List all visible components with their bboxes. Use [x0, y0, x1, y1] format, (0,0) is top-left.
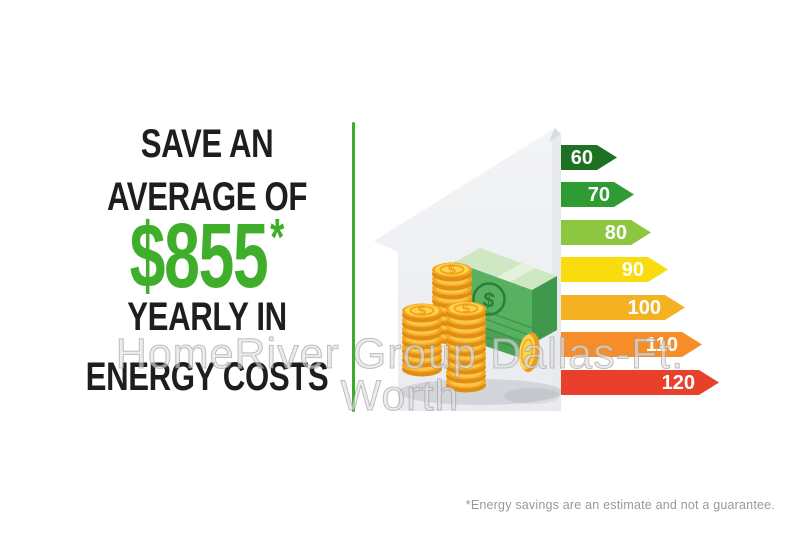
scale-arrow-70: 70 — [545, 182, 634, 207]
money-shadow — [398, 379, 562, 405]
scale-arrow-60: 60 — [545, 145, 617, 170]
scale-arrow-60-label: 60 — [571, 147, 593, 169]
scale-arrow-80-shape — [545, 220, 651, 245]
scale-arrow-100-shape — [545, 295, 685, 320]
scale-arrow-110-shape — [545, 332, 702, 357]
cash-dollar-ring — [472, 282, 506, 316]
scale-arrow-70-label: 70 — [588, 184, 610, 206]
house-right-edge — [552, 131, 561, 411]
cash-stack: $ — [446, 248, 557, 363]
savings-amount-asterisk: * — [270, 209, 285, 267]
coin-dollar-icon: $ — [447, 261, 458, 277]
coin-dollar-icon: $ — [461, 300, 472, 316]
cash-side-face — [532, 276, 557, 344]
scale-arrow-110: 110 — [545, 332, 702, 357]
coin-stack-back: $ — [431, 261, 473, 345]
cash-top-face — [455, 248, 557, 290]
divider-line — [352, 122, 355, 412]
energy-scale: 60 70 80 90 100 110 — [545, 145, 719, 395]
savings-amount-value: $855 — [129, 205, 269, 307]
headline-line4: ENERGY COSTS — [85, 355, 329, 399]
house-peak-bevel — [549, 128, 561, 142]
scale-arrow-90-label: 90 — [622, 259, 644, 281]
headline-line1: SAVE AN — [140, 122, 274, 166]
scale-arrow-90-shape — [545, 257, 668, 282]
scale-arrow-80: 80 — [545, 220, 651, 245]
scale-arrow-110-label: 110 — [646, 334, 678, 356]
scale-arrow-120: 120 — [545, 370, 719, 395]
scale-arrow-70-shape — [545, 182, 634, 207]
coin-shadow — [504, 388, 560, 404]
coin-dollar-icon: $ — [417, 302, 428, 318]
scale-arrow-120-shape — [545, 370, 719, 395]
cash-band — [497, 263, 535, 282]
footnote-disclaimer: *Energy savings are an estimate and not … — [465, 498, 775, 512]
scale-arrow-90: 90 — [545, 257, 668, 282]
scale-arrow-60-shape — [545, 145, 617, 170]
scale-arrow-100: 100 — [545, 295, 685, 320]
scale-arrow-100-label: 100 — [628, 297, 661, 319]
cash-front-face — [455, 262, 532, 344]
cash-dollar-icon: $ — [481, 288, 496, 312]
savings-amount: $855 * — [88, 210, 326, 302]
scale-arrow-120-label: 120 — [662, 372, 695, 394]
coin-stack-left: $ — [401, 302, 443, 377]
headline-line3: YEARLY IN — [127, 295, 287, 339]
money-illustration: $ $ $ — [398, 248, 562, 405]
headline-line2: AVERAGE OF — [106, 175, 308, 219]
coin-stack-right: $ — [445, 300, 487, 393]
scale-arrow-80-label: 80 — [605, 222, 627, 244]
standing-coin-icon — [518, 332, 540, 373]
